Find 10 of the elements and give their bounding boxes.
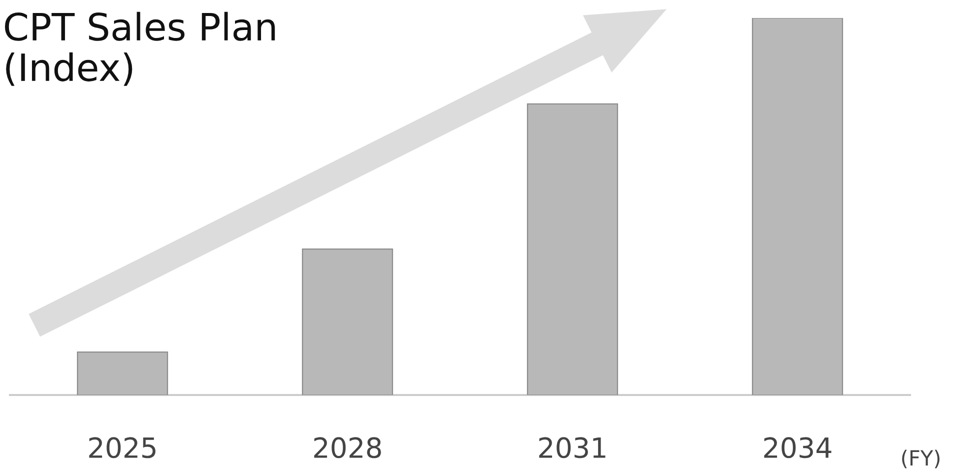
x-tick-label: 2028: [314, 437, 381, 458]
bar: [302, 248, 394, 395]
chart-title: CPT Sales Plan (Index): [4, 12, 275, 86]
bar: [76, 351, 168, 395]
bar: [526, 103, 618, 395]
x-tick-label: 2031: [539, 437, 606, 458]
x-axis-title: (FY): [902, 450, 940, 468]
bar: [752, 18, 844, 395]
x-tick-label: 2025: [89, 437, 156, 458]
x-tick-label: 2034: [764, 437, 832, 458]
